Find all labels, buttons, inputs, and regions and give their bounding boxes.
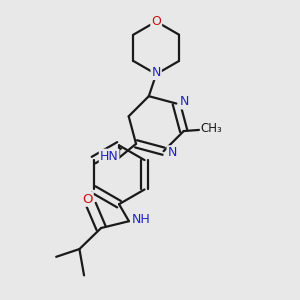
- Text: O: O: [82, 193, 93, 206]
- Text: CH₃: CH₃: [201, 122, 222, 135]
- Text: O: O: [151, 15, 161, 28]
- Text: N: N: [167, 146, 177, 159]
- Text: N: N: [152, 66, 161, 79]
- Text: N: N: [179, 95, 189, 109]
- Text: HN: HN: [100, 150, 118, 163]
- Text: NH: NH: [131, 213, 150, 226]
